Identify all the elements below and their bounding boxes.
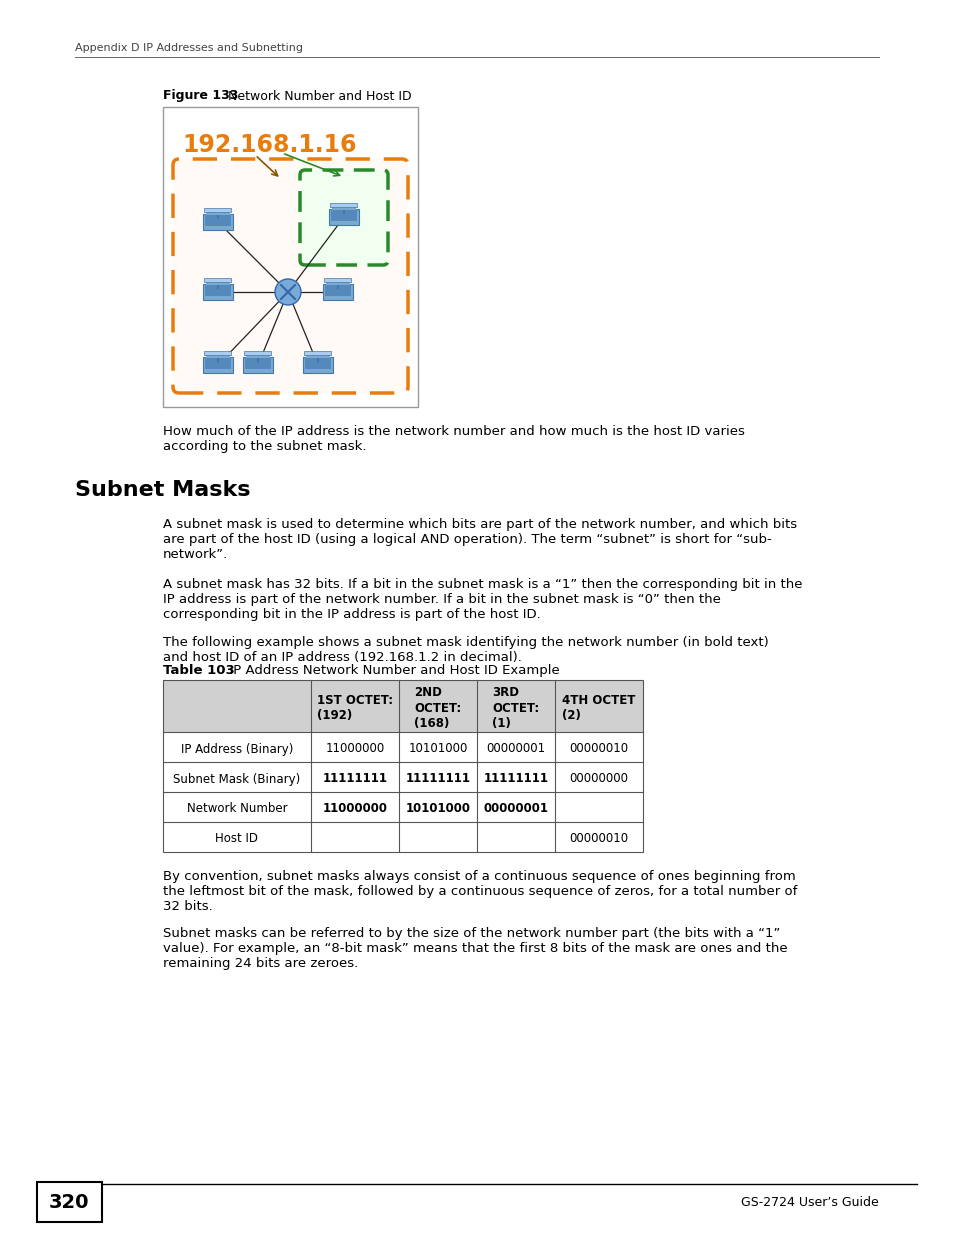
FancyBboxPatch shape: [299, 170, 388, 266]
Bar: [331, 209, 356, 221]
Bar: [325, 284, 351, 296]
Text: the leftmost bit of the mask, followed by a continuous sequence of zeros, for a : the leftmost bit of the mask, followed b…: [163, 885, 797, 898]
Bar: [205, 214, 231, 226]
Text: IP Address Network Number and Host ID Example: IP Address Network Number and Host ID Ex…: [221, 664, 559, 677]
Text: 00000000: 00000000: [569, 773, 628, 785]
Text: Subnet Masks: Subnet Masks: [75, 480, 251, 500]
Bar: [329, 209, 358, 226]
Text: Network Number: Network Number: [187, 803, 287, 815]
Bar: [206, 211, 230, 215]
Text: 192.168.1.16: 192.168.1.16: [183, 133, 357, 157]
Bar: [204, 278, 232, 282]
Bar: [205, 284, 231, 296]
Text: Appendix D IP Addresses and Subnetting: Appendix D IP Addresses and Subnetting: [75, 43, 303, 53]
Text: Subnet masks can be referred to by the size of the network number part (the bits: Subnet masks can be referred to by the s…: [163, 927, 780, 940]
Bar: [244, 351, 272, 354]
Bar: [37, 1182, 102, 1221]
Bar: [204, 351, 232, 354]
Text: 3RD
OCTET:
(1): 3RD OCTET: (1): [492, 687, 539, 730]
Text: value). For example, an “8-bit mask” means that the first 8 bits of the mask are: value). For example, an “8-bit mask” mea…: [163, 942, 787, 955]
Text: 10101000: 10101000: [405, 803, 470, 815]
FancyBboxPatch shape: [172, 159, 408, 393]
Text: remaining 24 bits are zeroes.: remaining 24 bits are zeroes.: [163, 957, 358, 969]
Text: are part of the host ID (using a logical AND operation). The term “subnet” is sh: are part of the host ID (using a logical…: [163, 534, 771, 546]
Text: Table 103: Table 103: [163, 664, 234, 677]
Text: 11000000: 11000000: [322, 803, 387, 815]
Text: 11000000: 11000000: [325, 742, 384, 756]
Text: A subnet mask is used to determine which bits are part of the network number, an: A subnet mask is used to determine which…: [163, 517, 797, 531]
Text: How much of the IP address is the network number and how much is the host ID var: How much of the IP address is the networ…: [163, 425, 744, 438]
Bar: [305, 357, 331, 369]
Bar: [203, 214, 233, 231]
Text: 10101000: 10101000: [408, 742, 467, 756]
Text: 11111111: 11111111: [322, 773, 387, 785]
Text: GS-2724 User’s Guide: GS-2724 User’s Guide: [740, 1195, 878, 1209]
Text: 1ST OCTET:
(192): 1ST OCTET: (192): [316, 694, 393, 722]
Text: 11111111: 11111111: [483, 773, 548, 785]
Bar: [330, 203, 357, 206]
Circle shape: [274, 279, 301, 305]
Text: and host ID of an IP address (192.168.1.2 in decimal).: and host ID of an IP address (192.168.1.…: [163, 651, 521, 664]
Bar: [304, 351, 331, 354]
Text: 2ND
OCTET:
(168): 2ND OCTET: (168): [414, 687, 461, 730]
Text: By convention, subnet masks always consist of a continuous sequence of ones begi: By convention, subnet masks always consi…: [163, 869, 795, 883]
Bar: [203, 357, 233, 373]
Bar: [324, 278, 351, 282]
Bar: [205, 357, 231, 369]
Bar: [326, 282, 350, 284]
Text: Figure 133: Figure 133: [163, 89, 238, 103]
Bar: [245, 357, 271, 369]
Text: corresponding bit in the IP address is part of the host ID.: corresponding bit in the IP address is p…: [163, 608, 540, 621]
Bar: [303, 357, 333, 373]
Bar: [163, 680, 642, 852]
Text: IP address is part of the network number. If a bit in the subnet mask is “0” the: IP address is part of the network number…: [163, 593, 720, 606]
Text: 00000001: 00000001: [486, 742, 545, 756]
Bar: [204, 207, 232, 211]
Bar: [332, 206, 355, 210]
Text: Subnet Mask (Binary): Subnet Mask (Binary): [173, 773, 300, 785]
Bar: [323, 284, 353, 300]
Text: 00000001: 00000001: [483, 803, 548, 815]
Text: 320: 320: [49, 1193, 90, 1212]
Text: IP Address (Binary): IP Address (Binary): [181, 742, 293, 756]
Bar: [206, 354, 230, 358]
Text: Host ID: Host ID: [215, 832, 258, 846]
Text: network”.: network”.: [163, 548, 228, 561]
Text: A subnet mask has 32 bits. If a bit in the subnet mask is a “1” then the corresp: A subnet mask has 32 bits. If a bit in t…: [163, 578, 801, 592]
Bar: [243, 357, 273, 373]
Text: 00000010: 00000010: [569, 742, 628, 756]
Text: 4TH OCTET
(2): 4TH OCTET (2): [561, 694, 635, 722]
Text: The following example shows a subnet mask identifying the network number (in bol: The following example shows a subnet mas…: [163, 636, 768, 650]
Text: 11111111: 11111111: [405, 773, 470, 785]
Bar: [206, 282, 230, 284]
Text: Network Number and Host ID: Network Number and Host ID: [228, 89, 411, 103]
Bar: [246, 354, 270, 358]
Bar: [163, 680, 642, 732]
Bar: [306, 354, 330, 358]
Text: 32 bits.: 32 bits.: [163, 900, 213, 913]
Text: 00000010: 00000010: [569, 832, 628, 846]
Text: according to the subnet mask.: according to the subnet mask.: [163, 440, 366, 453]
Bar: [163, 107, 417, 408]
Bar: [203, 284, 233, 300]
